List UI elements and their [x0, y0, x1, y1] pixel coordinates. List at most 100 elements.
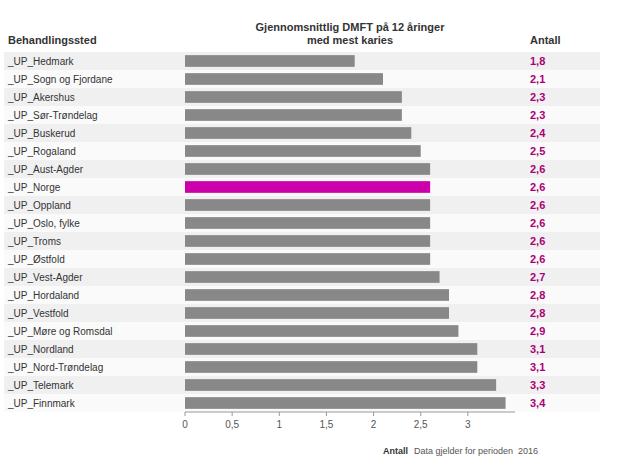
data-label: 2,4: [530, 127, 546, 139]
data-label: 2,1: [530, 73, 545, 85]
data-label: 2,6: [530, 181, 545, 193]
axis-line: [185, 412, 515, 413]
category-label: _UP_Møre og Romsdal: [7, 326, 112, 337]
tick-mark: [279, 412, 280, 416]
tick-label: 0,5: [225, 419, 239, 430]
tick-mark: [373, 412, 374, 416]
bar: [185, 163, 430, 175]
title: Gjennomsnittlig DMFT på 12 åringermed me…: [256, 21, 446, 46]
bar: [185, 199, 430, 211]
category-label: _UP_Norge: [7, 182, 61, 193]
row-background: [4, 106, 600, 124]
tick-mark: [467, 412, 468, 416]
category-label: _UP_Østfold: [7, 254, 65, 265]
row-background: [4, 196, 600, 214]
bar: [185, 217, 430, 229]
category-label: _UP_Troms: [7, 236, 61, 247]
data-label: 2,9: [530, 325, 545, 337]
data-label: 3,1: [530, 343, 545, 355]
row-background: [4, 286, 600, 304]
data-label: 2,8: [530, 307, 545, 319]
row-background: [4, 376, 600, 394]
category-label: _UP_Vestfold: [7, 308, 69, 319]
row-background: [4, 322, 600, 340]
category-label: _UP_Buskerud: [7, 128, 75, 139]
row-background: [4, 88, 600, 106]
tick-mark: [420, 412, 421, 416]
category-label: _UP_Finnmark: [7, 398, 76, 409]
column-header: Antall: [530, 34, 561, 46]
bar: [185, 55, 355, 67]
chart: Gjennomsnittlig DMFT på 12 åringermed me…: [0, 0, 639, 472]
bar: [185, 181, 430, 193]
bar: [185, 307, 449, 319]
tick-mark: [232, 412, 233, 416]
tick-label: 2,5: [414, 419, 428, 430]
category-label: _UP_Rogaland: [7, 146, 76, 157]
category-label: _UP_Akershus: [7, 92, 75, 103]
category-label: _UP_Hedmark: [7, 56, 75, 67]
tick-label: 1,5: [319, 419, 333, 430]
bar: [185, 325, 458, 337]
row-background: [4, 70, 600, 88]
category-label: _UP_Aust-Agder: [7, 164, 84, 175]
data-label: 2,6: [530, 163, 545, 175]
data-label: 2,7: [530, 271, 545, 283]
tick-label: 1: [277, 419, 283, 430]
data-label: 2,8: [530, 289, 545, 301]
bar: [185, 127, 411, 139]
x-axis: 0 0,5 1 1,5 2 2,5 3: [182, 412, 515, 430]
data-label: 2,3: [530, 109, 545, 121]
row-background: [4, 358, 600, 376]
category-label: _UP_Oppland: [7, 200, 71, 211]
data-label: 1,8: [530, 55, 545, 67]
row-background: [4, 250, 600, 268]
data-label: 3,4: [530, 397, 546, 409]
bar: [185, 271, 440, 283]
bar: [185, 361, 477, 373]
row-background: [4, 394, 600, 412]
bar: [185, 145, 421, 157]
data-label: 2,6: [530, 217, 545, 229]
category-label: _UP_Nord-Trøndelag: [7, 362, 103, 373]
row-background: [4, 142, 600, 160]
bar: [185, 397, 506, 409]
category-label: _UP_Telemark: [7, 380, 75, 391]
footer: Data gjelder for perioden 2016: [414, 446, 538, 456]
footer: Antall: [383, 446, 408, 456]
category-label: _UP_Vest-Agder: [7, 272, 83, 283]
data-label: 3,3: [530, 379, 545, 391]
data-label: 3,1: [530, 361, 545, 373]
tick-mark: [326, 412, 327, 416]
row-background: [4, 268, 600, 286]
bar: [185, 379, 496, 391]
bar: [185, 343, 477, 355]
row-background: [4, 124, 600, 142]
row-background: [4, 232, 600, 250]
row-background: [4, 340, 600, 358]
bar: [185, 73, 383, 85]
bar: [185, 91, 402, 103]
row-background: [4, 304, 600, 322]
row-background: [4, 214, 600, 232]
data-label: 2,6: [530, 199, 545, 211]
bar: [185, 289, 449, 301]
row-background: [4, 52, 600, 70]
bar: [185, 253, 430, 265]
tick-mark: [185, 412, 186, 416]
tick-label: 0: [182, 419, 188, 430]
category-label: _UP_Nordland: [7, 344, 74, 355]
data-label: 2,3: [530, 91, 545, 103]
category-label: _UP_Oslo, fylke: [7, 218, 80, 229]
row-background: [4, 178, 600, 196]
tick-label: 3: [465, 419, 471, 430]
tick-label: 2: [371, 419, 377, 430]
bars: [185, 55, 506, 409]
data-label: 2,6: [530, 253, 545, 265]
category-label: _UP_Sogn og Fjordane: [7, 74, 113, 85]
column-header: Behandlingssted: [8, 34, 97, 46]
data-label: 2,5: [530, 145, 545, 157]
bar: [185, 235, 430, 247]
category-label: _UP_Hordaland: [7, 290, 79, 301]
row-background: [4, 160, 600, 178]
